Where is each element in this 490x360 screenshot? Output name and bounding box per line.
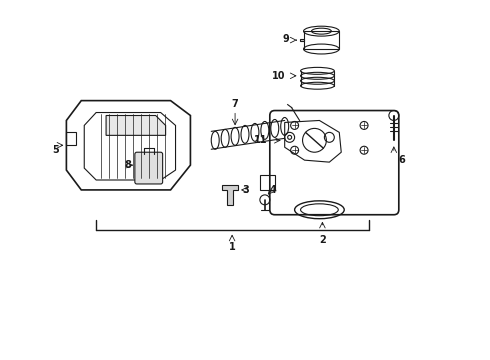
Text: 9: 9 — [283, 34, 290, 44]
Polygon shape — [222, 185, 238, 205]
Text: 3: 3 — [242, 185, 249, 195]
Text: 7: 7 — [232, 99, 239, 109]
Text: 10: 10 — [272, 71, 286, 81]
Text: 2: 2 — [319, 235, 326, 244]
Text: 11: 11 — [254, 135, 268, 145]
Text: 8: 8 — [124, 160, 131, 170]
Polygon shape — [299, 39, 303, 41]
Text: 1: 1 — [229, 242, 236, 252]
Polygon shape — [106, 116, 166, 135]
Text: 4: 4 — [270, 185, 276, 195]
Text: 6: 6 — [399, 155, 406, 165]
Text: 5: 5 — [53, 145, 59, 155]
FancyBboxPatch shape — [135, 152, 163, 184]
